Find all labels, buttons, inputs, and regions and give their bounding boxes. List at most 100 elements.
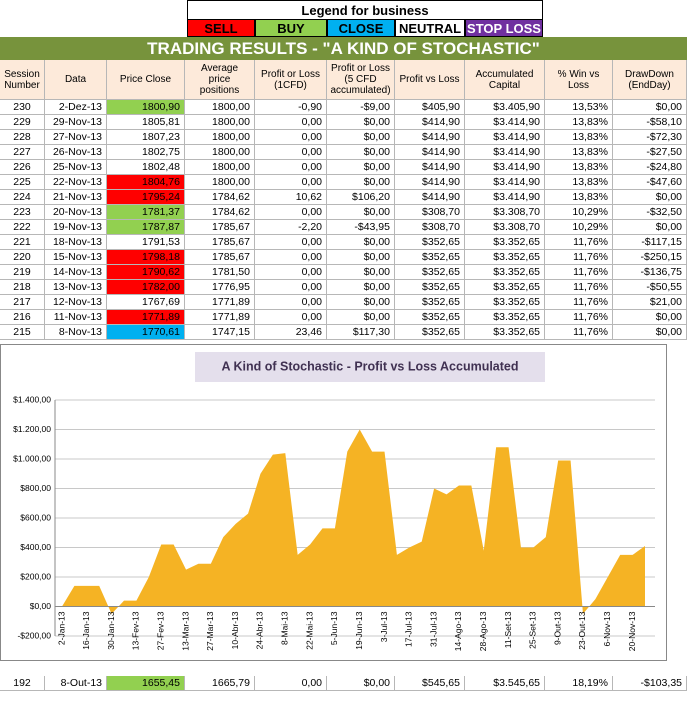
column-header: Average price positions xyxy=(185,60,255,100)
table-cell: $0,00 xyxy=(327,676,395,691)
table-cell: $3.352,65 xyxy=(465,280,545,295)
table-cell: -$32,50 xyxy=(613,205,687,220)
table-cell: 23,46 xyxy=(255,325,327,340)
x-tick-label: 23-Out-13 xyxy=(577,611,587,650)
table-cell: 1771,89 xyxy=(185,310,255,325)
y-tick-label: $1.000,00 xyxy=(13,453,51,463)
table-cell: $352,65 xyxy=(395,235,465,250)
table-cell: $0,00 xyxy=(613,190,687,205)
table-cell: 21-Nov-13 xyxy=(45,190,107,205)
table-cell: 218 xyxy=(0,280,45,295)
table-cell: $0,00 xyxy=(613,220,687,235)
table-cell: 22-Nov-13 xyxy=(45,175,107,190)
x-tick-label: 31-Jul-13 xyxy=(428,611,438,647)
table-cell: 1781,50 xyxy=(185,265,255,280)
y-tick-label: $1.400,00 xyxy=(13,394,51,404)
legend-item: NEUTRAL xyxy=(395,19,465,37)
legend-item: SELL xyxy=(187,19,255,37)
table-cell: 1781,37 xyxy=(107,205,185,220)
table-cell: 1800,00 xyxy=(185,130,255,145)
column-header: Profit or Loss (1CFD) xyxy=(255,60,327,100)
legend-item: BUY xyxy=(255,19,327,37)
table-cell: 13,83% xyxy=(545,160,613,175)
table-cell: -$9,00 xyxy=(327,100,395,115)
table-cell: 0,00 xyxy=(255,130,327,145)
table-cell: 1747,15 xyxy=(185,325,255,340)
table-cell: -$43,95 xyxy=(327,220,395,235)
table-cell: 2-Dez-13 xyxy=(45,100,107,115)
table-cell: 19-Nov-13 xyxy=(45,220,107,235)
x-tick-label: 10-Abr-13 xyxy=(230,611,240,649)
table-cell: 13-Nov-13 xyxy=(45,280,107,295)
table-cell: 225 xyxy=(0,175,45,190)
table-cell: 216 xyxy=(0,310,45,325)
table-cell: $414,90 xyxy=(395,130,465,145)
table-cell: 1807,23 xyxy=(107,130,185,145)
table-cell: 1770,61 xyxy=(107,325,185,340)
table-cell: $414,90 xyxy=(395,145,465,160)
table-cell: $0,00 xyxy=(613,310,687,325)
x-tick-label: 11-Set-13 xyxy=(503,611,513,648)
table-cell: 15-Nov-13 xyxy=(45,250,107,265)
table-cell: 1798,18 xyxy=(107,250,185,265)
table-cell: 228 xyxy=(0,130,45,145)
table-cell: 1791,53 xyxy=(107,235,185,250)
table-cell: $0,00 xyxy=(327,175,395,190)
table-cell: 222 xyxy=(0,220,45,235)
table-cell: 1784,62 xyxy=(185,190,255,205)
table-cell: 1785,67 xyxy=(185,235,255,250)
table-cell: $308,70 xyxy=(395,220,465,235)
x-tick-label: 8-Mai-13 xyxy=(280,611,290,645)
table-cell: 1771,89 xyxy=(107,310,185,325)
table-cell: $3.352,65 xyxy=(465,325,545,340)
table-cell: 1665,79 xyxy=(185,676,255,691)
y-tick-label: $400,00 xyxy=(20,542,51,552)
table-cell: 11-Nov-13 xyxy=(45,310,107,325)
table-cell: $0,00 xyxy=(613,100,687,115)
x-tick-label: 24-Abr-13 xyxy=(255,611,265,649)
table-cell: -$58,10 xyxy=(613,115,687,130)
x-tick-label: 20-Nov-13 xyxy=(627,611,637,651)
x-tick-label: 9-Out-13 xyxy=(552,611,562,645)
table-cell: 25-Nov-13 xyxy=(45,160,107,175)
table-cell: 1785,67 xyxy=(185,220,255,235)
table-cell: 223 xyxy=(0,205,45,220)
table-cell: 13,83% xyxy=(545,115,613,130)
table-cell: 0,00 xyxy=(255,280,327,295)
x-tick-label: 19-Jun-13 xyxy=(354,611,364,650)
table-cell: $0,00 xyxy=(327,115,395,130)
table-cell: 1790,62 xyxy=(107,265,185,280)
table-cell: $3.352,65 xyxy=(465,265,545,280)
column-header: Session Number xyxy=(0,60,45,100)
table-cell: $414,90 xyxy=(395,190,465,205)
table-cell: $0,00 xyxy=(613,325,687,340)
table-cell: $3.414,90 xyxy=(465,145,545,160)
table-cell: $0,00 xyxy=(327,250,395,265)
table-cell: 0,00 xyxy=(255,115,327,130)
table-cell: 0,00 xyxy=(255,250,327,265)
table-cell: 8-Nov-13 xyxy=(45,325,107,340)
table-cell: 18-Nov-13 xyxy=(45,235,107,250)
table-cell: 1800,00 xyxy=(185,100,255,115)
table-cell: $405,90 xyxy=(395,100,465,115)
table-cell: $0,00 xyxy=(327,295,395,310)
table-cell: 217 xyxy=(0,295,45,310)
x-tick-label: 14-Ago-13 xyxy=(453,611,463,651)
table-cell: 1800,00 xyxy=(185,145,255,160)
chart-title: A Kind of Stochastic - Profit vs Loss Ac… xyxy=(221,359,518,373)
table-cell: 226 xyxy=(0,160,45,175)
table-cell: $3.308,70 xyxy=(465,205,545,220)
table-cell: 11,76% xyxy=(545,250,613,265)
table-cell: $117,30 xyxy=(327,325,395,340)
x-tick-label: 2-Jan-13 xyxy=(56,611,66,645)
table-cell: 1795,24 xyxy=(107,190,185,205)
table-cell: $352,65 xyxy=(395,325,465,340)
table-cell: -2,20 xyxy=(255,220,327,235)
table-cell: $0,00 xyxy=(327,310,395,325)
table-cell: 0,00 xyxy=(255,145,327,160)
table-cell: 18,19% xyxy=(545,676,613,691)
table-cell: 13,83% xyxy=(545,190,613,205)
column-header: Profit vs Loss xyxy=(395,60,465,100)
table-cell: -$27,50 xyxy=(613,145,687,160)
